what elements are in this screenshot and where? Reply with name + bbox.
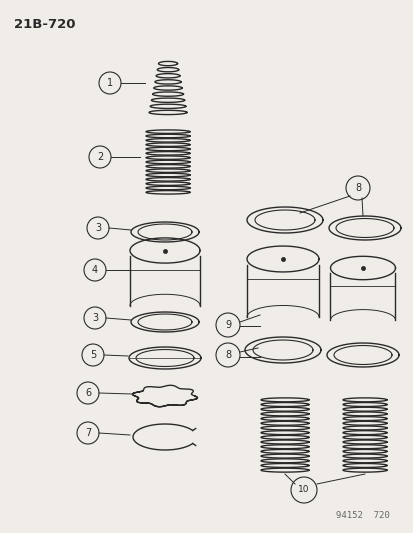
Text: 6: 6 bbox=[85, 388, 91, 398]
Text: 3: 3 bbox=[92, 313, 98, 323]
Text: 21B-720: 21B-720 bbox=[14, 18, 75, 31]
Text: 4: 4 bbox=[92, 265, 98, 275]
Text: 5: 5 bbox=[90, 350, 96, 360]
Text: 3: 3 bbox=[95, 223, 101, 233]
Text: 94152  720: 94152 720 bbox=[335, 511, 389, 520]
Text: 8: 8 bbox=[224, 350, 230, 360]
Text: 7: 7 bbox=[85, 428, 91, 438]
Text: 10: 10 bbox=[297, 486, 309, 495]
Text: 2: 2 bbox=[97, 152, 103, 162]
Text: 9: 9 bbox=[224, 320, 230, 330]
Text: 1: 1 bbox=[107, 78, 113, 88]
Text: 8: 8 bbox=[354, 183, 360, 193]
